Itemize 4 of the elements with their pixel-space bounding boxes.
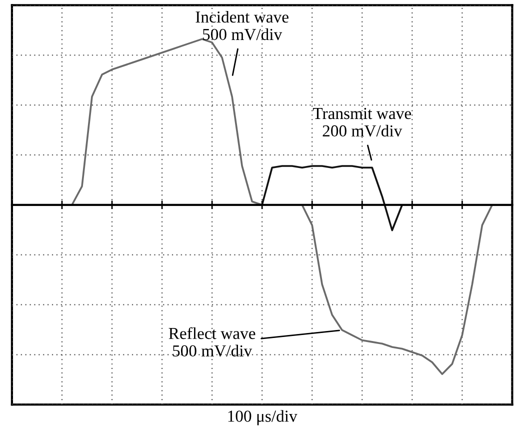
annotation: Reflect wave 500 mV/div <box>168 327 256 357</box>
x-axis-title: 100 μs/div <box>228 410 298 426</box>
annotation: Incident wave 500 mV/div <box>196 10 288 40</box>
annotation: Transmit wave 200 mV/div <box>312 108 412 137</box>
